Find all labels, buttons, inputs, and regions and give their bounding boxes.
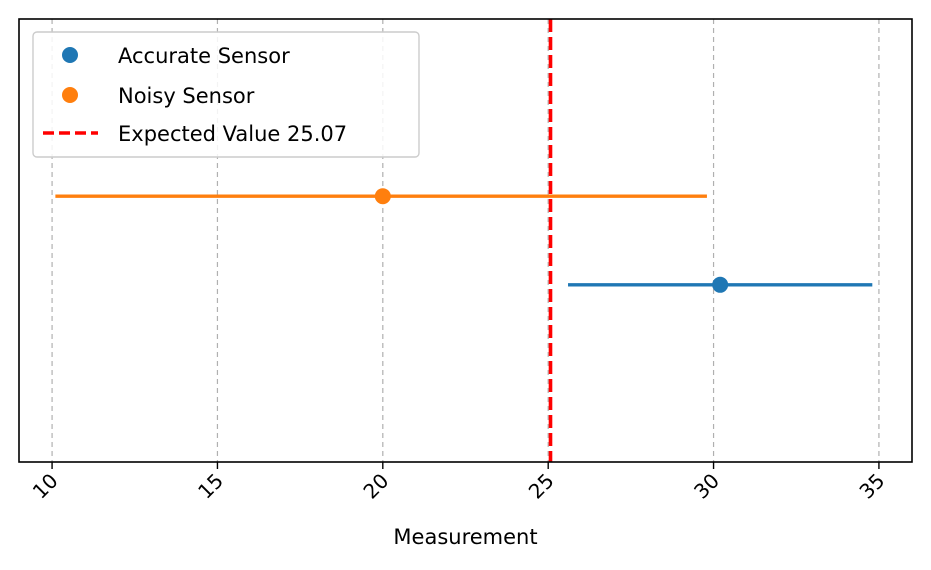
legend-entry-accurate: Accurate Sensor (118, 44, 290, 68)
legend-entry-expected: Expected Value 25.07 (118, 122, 347, 146)
x-tick-label: 25 (524, 469, 559, 504)
data-point (374, 188, 391, 205)
x-axis-title: Measurement (393, 525, 537, 549)
x-tick-label: 35 (854, 469, 889, 504)
legend-marker (62, 47, 78, 63)
x-tick-label: 15 (193, 469, 228, 504)
tick-layer: 10 15 20 25 30 35 (28, 462, 889, 504)
plot-frame (18, 18, 913, 463)
legend-box (32, 31, 420, 158)
legend: Accurate Sensor Noisy Sensor Expected Valu… (32, 31, 420, 158)
data-point (712, 276, 729, 293)
legend-marker (62, 87, 78, 103)
x-tick-label: 20 (358, 469, 393, 504)
legend-entry-noisy: Noisy Sensor (118, 84, 255, 108)
x-tick-label: 30 (689, 469, 724, 504)
data-layer (55, 188, 873, 293)
x-tick-label: 10 (28, 469, 63, 504)
